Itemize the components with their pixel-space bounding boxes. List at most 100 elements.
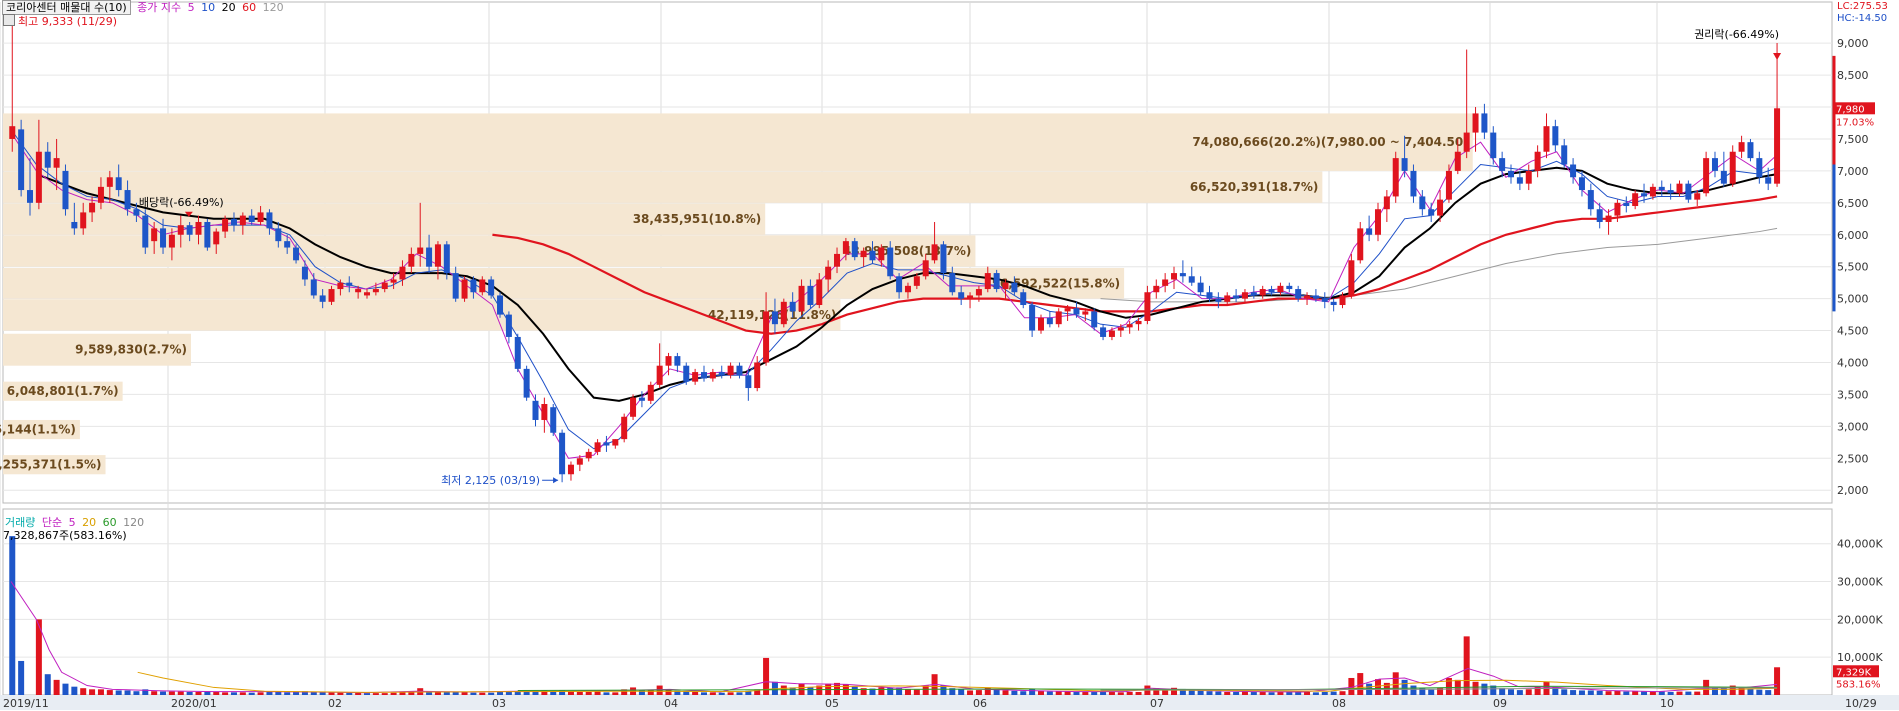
volume-ma-120[interactable]: 120 — [123, 516, 145, 529]
volume-profile-bar — [3, 455, 106, 475]
candle-body — [1029, 305, 1036, 331]
candle-body — [1091, 311, 1098, 328]
volume-ma-20[interactable]: 20 — [82, 516, 97, 529]
candle-body — [186, 225, 193, 235]
candle-body — [656, 365, 663, 385]
volume-bar — [239, 692, 246, 695]
grid-toggle-icon[interactable] — [3, 14, 15, 26]
ma-period-10[interactable]: 10 — [201, 1, 216, 14]
candle-body — [1241, 292, 1248, 299]
volume-tick-label: 30,000K — [1837, 576, 1883, 589]
candle-body — [1197, 282, 1204, 293]
volume-bar — [1224, 691, 1231, 695]
volume-bar — [1295, 691, 1302, 695]
candle-body — [1729, 151, 1736, 184]
candle-body — [9, 126, 16, 139]
volume-bar — [745, 690, 752, 695]
volume-bar — [1596, 690, 1603, 695]
candle-body — [922, 260, 929, 277]
volume-title[interactable]: 거래량 — [5, 516, 36, 529]
volume-bar — [1756, 689, 1763, 695]
current-change-value: 17.03% — [1836, 117, 1874, 128]
volume-bar — [993, 689, 1000, 695]
candle-body — [612, 439, 619, 446]
candle-body — [958, 292, 965, 299]
ma-period-60[interactable]: 60 — [242, 1, 257, 14]
candle-body — [426, 247, 433, 267]
volume-bar — [1259, 691, 1266, 695]
ma-period-120[interactable]: 120 — [262, 1, 284, 14]
candle-body — [630, 397, 637, 417]
volume-bar — [1552, 687, 1559, 695]
lc-label: LC:275.53 — [1837, 1, 1888, 12]
instrument-title[interactable]: 코리아센터 매물대 수(10) — [2, 0, 131, 15]
candle-body — [1020, 292, 1027, 306]
volume-bar — [1632, 691, 1639, 695]
candle-body — [949, 273, 956, 293]
candle-body — [674, 356, 681, 366]
rights-label-top: 권리락(-66.49%) — [1694, 28, 1779, 41]
ma-period-5[interactable]: 5 — [187, 1, 195, 14]
volume-bar — [9, 536, 16, 695]
candle-body — [1312, 295, 1319, 299]
candle-body — [1694, 193, 1701, 200]
candle-body — [1649, 186, 1656, 197]
candle-body — [124, 190, 131, 210]
candle-body — [1357, 228, 1364, 261]
volume-bar — [514, 691, 521, 695]
low-arrow-head-icon — [553, 477, 559, 484]
candle-body — [35, 151, 42, 203]
candle-body — [1250, 292, 1257, 296]
candle-body — [523, 368, 530, 398]
candle-body — [1499, 158, 1506, 171]
volume-bar — [195, 691, 202, 695]
volume-profile-label: 6,048,801(1.7%) — [7, 384, 119, 398]
ma10-line — [10, 129, 1778, 450]
candle-body — [754, 362, 761, 389]
volume-bar — [984, 687, 991, 695]
candle-body — [692, 372, 699, 382]
candle-body — [97, 186, 104, 203]
time-tick-label: 08 — [1332, 697, 1346, 710]
candle-body — [1295, 289, 1302, 299]
high-label: 최고 9,333 (11/29) — [18, 15, 118, 28]
volume-bar — [1321, 691, 1328, 695]
volume-bar — [1614, 690, 1621, 695]
volume-bar — [1046, 691, 1053, 695]
candle-body — [1738, 142, 1745, 152]
candle-body — [399, 266, 406, 280]
candle-body — [381, 282, 388, 290]
low-price-label: 최저 2,125 (03/19) — [441, 474, 540, 487]
volume-bar — [1108, 691, 1115, 695]
volume-ma-5[interactable]: 5 — [68, 516, 76, 529]
volume-bar — [177, 691, 184, 695]
volume-bar — [266, 691, 273, 695]
vol-ma5-line — [10, 581, 1778, 694]
candle-body — [1259, 289, 1266, 296]
volume-bar — [372, 693, 379, 695]
candle-body — [230, 218, 237, 226]
current-volume-value: 7,329K — [1836, 667, 1872, 678]
candle-body — [1437, 199, 1444, 216]
ma-period-20[interactable]: 20 — [221, 1, 236, 14]
volume-profile-bar — [3, 267, 1125, 299]
candle-body — [1570, 164, 1577, 178]
volume-bar — [133, 691, 140, 695]
candle-body — [1117, 327, 1124, 331]
time-tick-label: 06 — [973, 697, 987, 710]
time-tick-label: 07 — [1150, 697, 1164, 710]
volume-bar — [834, 682, 841, 695]
candle-body — [567, 464, 574, 475]
volume-bar — [346, 692, 353, 695]
volume-bar — [718, 692, 725, 695]
volume-bar — [1738, 687, 1745, 695]
volume-bar — [851, 686, 858, 695]
volume-tick-label: 40,000K — [1837, 538, 1883, 551]
volume-ma-60[interactable]: 60 — [102, 516, 117, 529]
volume-profile-label: 3,896,144(1.1%) — [0, 423, 76, 437]
volume-bar — [461, 692, 468, 695]
candle-body — [709, 372, 716, 379]
candle-body — [913, 276, 920, 286]
volume-bar — [1082, 691, 1089, 695]
